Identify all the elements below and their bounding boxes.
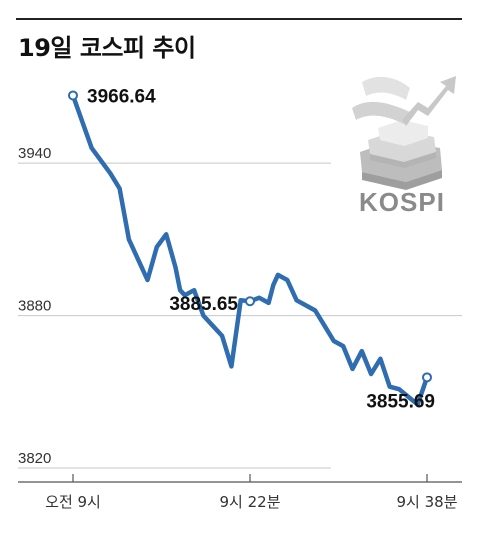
- gridlines: [18, 162, 462, 483]
- data-point-marker-0: [68, 90, 78, 101]
- kospi-logo: KOSPI: [352, 76, 456, 217]
- data-label-2: 3855.69: [366, 391, 435, 412]
- data-point-marker-1: [245, 296, 255, 307]
- series-group: [68, 90, 432, 407]
- data-label-1: 3885.65: [169, 294, 238, 315]
- y-tick-label-0: 3820: [18, 450, 51, 467]
- x-tick-label-1: 9시 22분: [220, 493, 281, 511]
- labels-group: 3820 3880 3940 오전 9시 9시 22분 9시 38분 3966.64 3885…: [18, 86, 458, 511]
- logo-text: KOSPI: [359, 187, 445, 217]
- y-tick-label-2: 3940: [18, 145, 51, 162]
- y-tick-label-1: 3880: [18, 298, 51, 315]
- data-point-marker-2: [422, 372, 432, 383]
- chart-title: 19일 코스피 추이: [18, 34, 196, 62]
- series-line-0: [70, 93, 430, 407]
- top-rule: [16, 18, 462, 20]
- x-tick-label-0: 오전 9시: [45, 493, 101, 511]
- data-label-0: 3966.64: [87, 86, 156, 107]
- x-tick-label-2: 9시 38분: [397, 493, 458, 511]
